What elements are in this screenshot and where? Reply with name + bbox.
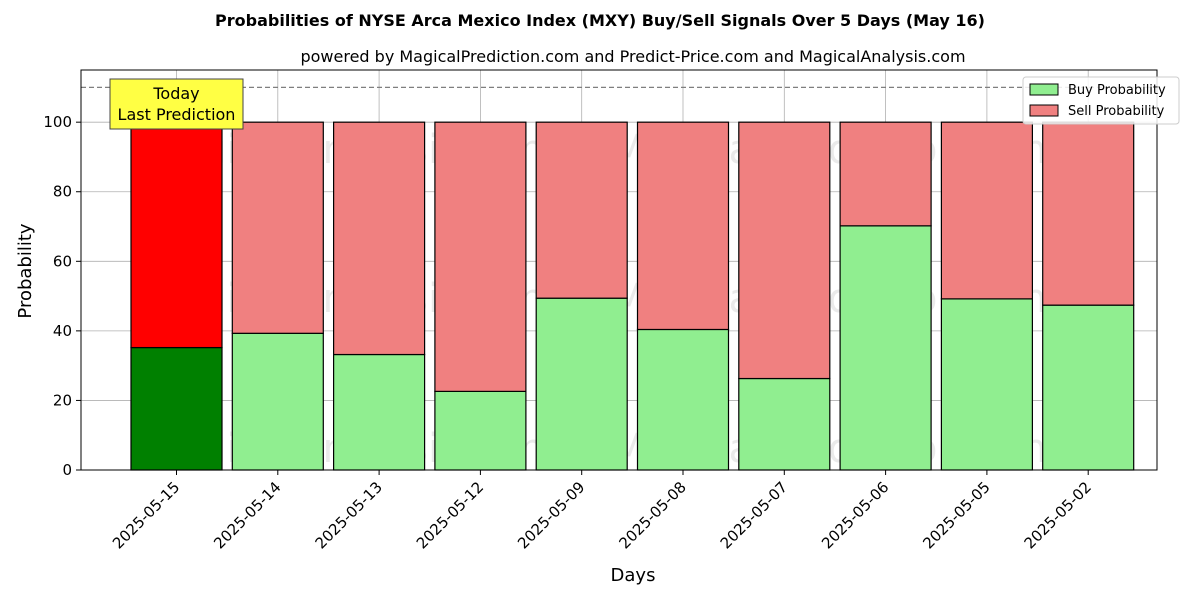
y-tick-label: 40 xyxy=(53,322,72,340)
buy-bar-2025-05-12 xyxy=(434,390,527,471)
x-tick-label: 2025-05-07 xyxy=(717,478,791,552)
chart-subtitle: powered by MagicalPrediction.com and Pre… xyxy=(300,47,965,66)
x-tick-label: 2025-05-12 xyxy=(413,478,487,552)
buy-bar-2025-05-07 xyxy=(738,377,831,471)
x-tick-label: 2025-05-13 xyxy=(312,478,386,552)
sell-bar-2025-05-12 xyxy=(434,121,527,392)
sell-bar-2025-05-08 xyxy=(636,121,730,331)
y-axis: 0 20 40 60 80 100 xyxy=(43,113,81,479)
sell-bar-2025-05-13 xyxy=(333,121,426,356)
buy-bar-2025-05-08 xyxy=(636,328,730,471)
x-tick-label: 2025-05-06 xyxy=(818,478,892,552)
sell-bar-2025-05-15 xyxy=(130,121,223,349)
x-tick-label: 2025-05-15 xyxy=(109,478,183,552)
y-axis-label: Probability xyxy=(15,223,36,318)
x-tick-label: 2025-05-05 xyxy=(919,478,993,552)
x-tick-label: 2025-05-08 xyxy=(615,478,689,552)
sell-bar-2025-05-07 xyxy=(738,121,831,380)
sell-bar-2025-05-02 xyxy=(1042,121,1135,306)
buy-bar-2025-05-15 xyxy=(130,346,223,471)
annotation-line: Last Prediction xyxy=(118,105,236,124)
annotation-line: Today xyxy=(152,84,199,103)
y-tick-label: 60 xyxy=(53,252,72,270)
buy-bar-2025-05-05 xyxy=(940,298,1034,471)
y-tick-label: 0 xyxy=(62,461,72,479)
buy-bar-2025-05-13 xyxy=(333,353,426,471)
buy-bar-2025-05-14 xyxy=(231,332,324,471)
y-tick-label: 20 xyxy=(53,391,72,409)
sell-bar-2025-05-06 xyxy=(839,121,932,227)
buy-bar-2025-05-06 xyxy=(839,225,932,471)
plot-frame xyxy=(80,69,1158,471)
today-annotation: Today Last Prediction xyxy=(109,78,244,130)
sell-bar-2025-05-09 xyxy=(535,121,628,299)
x-axis: 2025-05-15 2025-05-14 2025-05-13 2025-05-12… xyxy=(109,470,1095,552)
y-tick-label: 100 xyxy=(43,113,72,131)
legend-swatch xyxy=(1029,104,1059,117)
buy-bar-2025-05-02 xyxy=(1042,304,1135,471)
legend-box xyxy=(1022,76,1180,125)
bars xyxy=(130,121,1135,471)
x-tick-label: 2025-05-02 xyxy=(1021,478,1095,552)
x-tick-label: 2025-05-09 xyxy=(514,478,588,552)
x-tick-label: 2025-05-14 xyxy=(210,478,284,552)
buy-bar-2025-05-09 xyxy=(535,297,628,471)
sell-bar-2025-05-14 xyxy=(231,121,324,334)
x-axis-label: Days xyxy=(611,565,656,586)
annotation-box xyxy=(109,78,244,130)
legend-label: Sell Probability xyxy=(1068,104,1165,119)
legend-swatch xyxy=(1029,83,1059,96)
chart-title: Probabilities of NYSE Arca Mexico Index … xyxy=(215,11,985,30)
y-tick-label: 80 xyxy=(53,183,72,201)
legend: Buy Probability Sell Probability xyxy=(1022,76,1180,125)
legend-label: Buy Probability xyxy=(1068,83,1166,98)
sell-bar-2025-05-05 xyxy=(940,121,1034,300)
